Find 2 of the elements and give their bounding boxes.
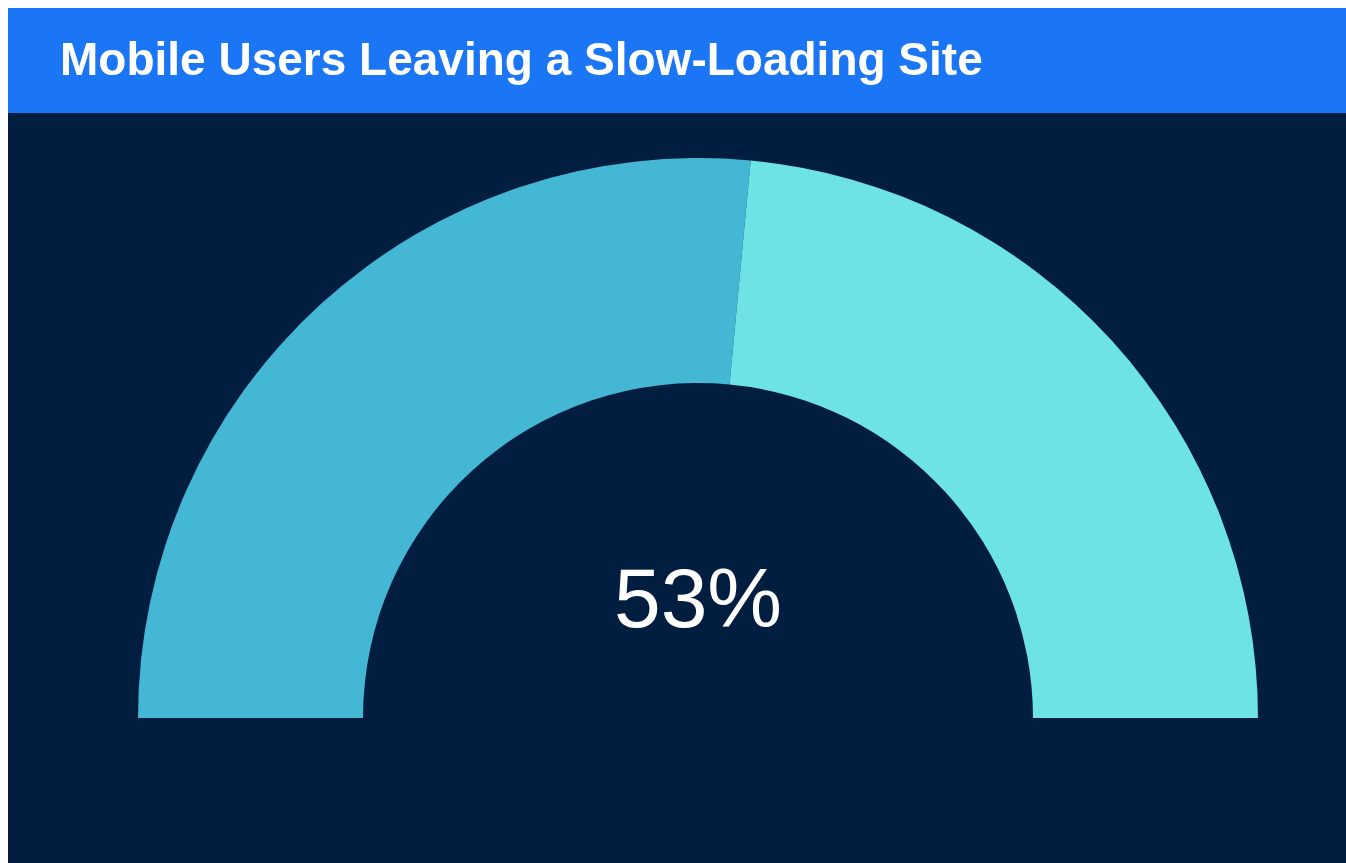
chart-title: Mobile Users Leaving a Slow-Loading Site bbox=[60, 33, 983, 85]
data-label: 53% bbox=[613, 551, 783, 645]
